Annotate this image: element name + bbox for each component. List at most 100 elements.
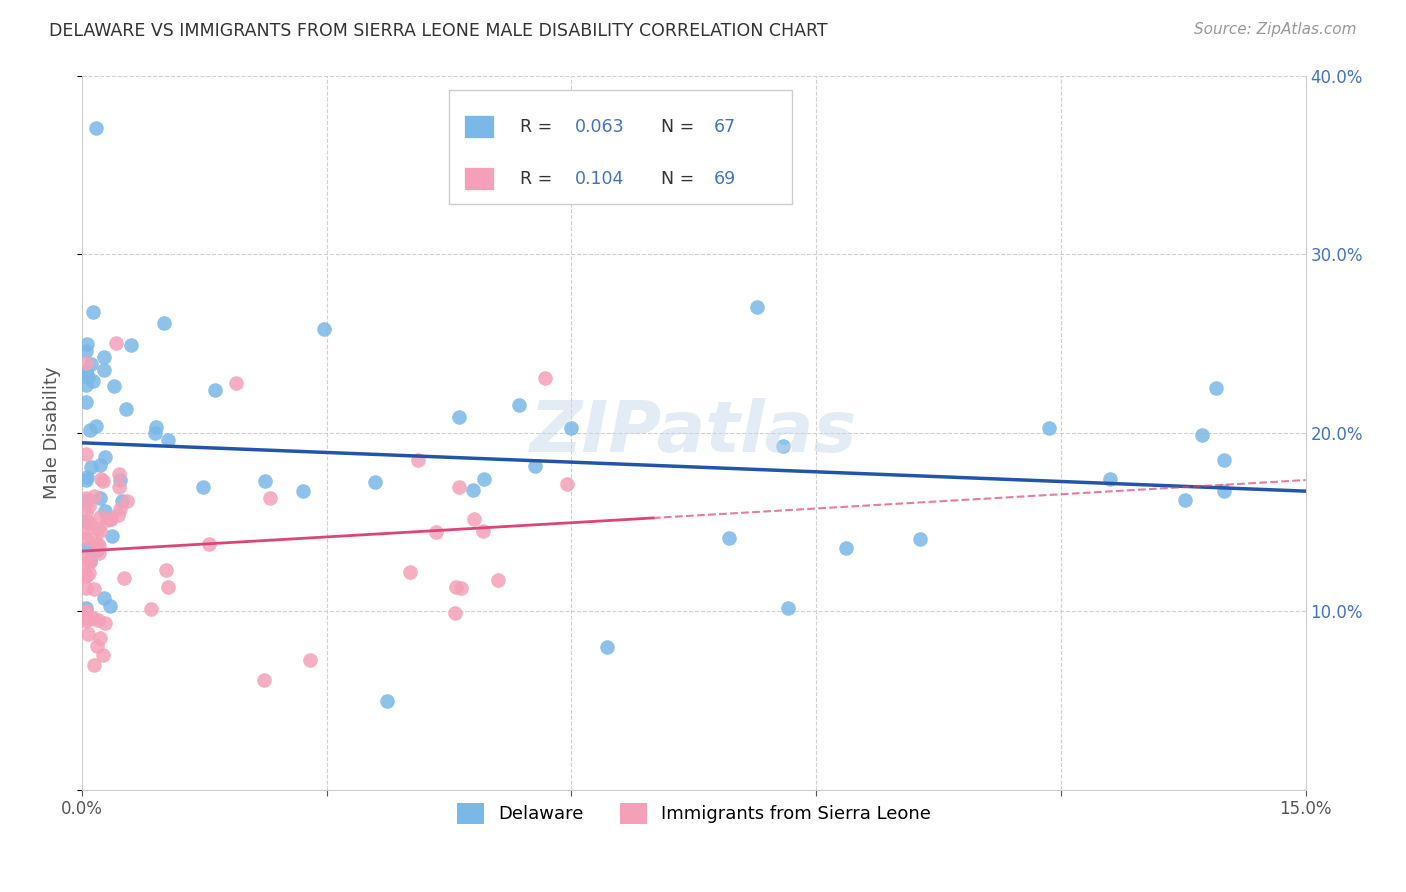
Y-axis label: Male Disability: Male Disability — [44, 367, 60, 499]
Point — [291, 483, 314, 498]
Point — [463, 483, 485, 497]
Point — [75, 614, 97, 628]
Point — [444, 580, 467, 594]
Point — [101, 529, 124, 543]
Point — [76, 492, 98, 507]
Point — [75, 581, 97, 595]
Point — [91, 474, 114, 488]
Point — [204, 384, 226, 398]
Point — [87, 545, 110, 559]
Point — [112, 571, 135, 585]
Point — [472, 472, 495, 486]
Point — [89, 509, 111, 524]
Point — [75, 365, 97, 379]
Point — [96, 512, 118, 526]
Point — [447, 480, 470, 494]
Point — [408, 453, 430, 467]
Point — [524, 458, 547, 473]
Point — [508, 399, 530, 413]
Point — [398, 566, 420, 580]
Point — [75, 549, 97, 564]
Point — [89, 458, 111, 472]
Text: 69: 69 — [713, 170, 735, 188]
Point — [75, 526, 97, 541]
Point — [488, 573, 510, 587]
Point — [115, 494, 138, 508]
Point — [75, 378, 97, 392]
Point — [94, 450, 117, 464]
Text: R =: R = — [520, 170, 558, 188]
Point — [80, 357, 103, 371]
Point — [79, 556, 101, 570]
Point — [555, 477, 578, 491]
Point — [145, 420, 167, 434]
Point — [1213, 453, 1236, 467]
Point — [259, 491, 281, 505]
FancyBboxPatch shape — [449, 90, 792, 204]
Point — [560, 420, 582, 434]
Point — [82, 610, 104, 624]
Text: 67: 67 — [713, 118, 735, 136]
Point — [76, 506, 98, 520]
Point — [1191, 427, 1213, 442]
Point — [87, 539, 110, 553]
Point — [76, 356, 98, 370]
Point — [1098, 473, 1121, 487]
Point — [444, 606, 467, 620]
Point — [141, 602, 163, 616]
Point — [472, 524, 495, 538]
Text: Source: ZipAtlas.com: Source: ZipAtlas.com — [1194, 22, 1357, 37]
Point — [75, 600, 97, 615]
Point — [225, 376, 247, 391]
Point — [75, 604, 97, 618]
Point — [76, 612, 98, 626]
Point — [84, 120, 107, 135]
Point — [77, 516, 100, 530]
Point — [87, 613, 110, 627]
Point — [1038, 421, 1060, 435]
Point — [718, 531, 741, 545]
Point — [89, 632, 111, 646]
Point — [114, 402, 136, 417]
Point — [90, 472, 112, 486]
Point — [363, 475, 385, 489]
Point — [776, 601, 799, 615]
Point — [75, 491, 97, 506]
Point — [76, 370, 98, 384]
Point — [75, 556, 97, 570]
Point — [75, 569, 97, 583]
Point — [86, 542, 108, 557]
Point — [155, 563, 177, 577]
Point — [375, 693, 398, 707]
Point — [83, 489, 105, 503]
Point — [105, 336, 128, 351]
Point — [298, 653, 321, 667]
Point — [1213, 483, 1236, 498]
Text: N =: N = — [661, 118, 699, 136]
Point — [835, 541, 858, 555]
Text: DELAWARE VS IMMIGRANTS FROM SIERRA LEONE MALE DISABILITY CORRELATION CHART: DELAWARE VS IMMIGRANTS FROM SIERRA LEONE… — [49, 22, 828, 40]
Point — [84, 534, 107, 549]
Point — [83, 582, 105, 596]
Point — [75, 568, 97, 582]
Point — [108, 467, 131, 482]
Point — [87, 522, 110, 536]
Point — [1174, 493, 1197, 508]
Point — [253, 474, 276, 488]
Point — [156, 434, 179, 448]
FancyBboxPatch shape — [464, 115, 495, 138]
Point — [75, 531, 97, 545]
Point — [596, 640, 619, 654]
Point — [93, 350, 115, 364]
Point — [108, 473, 131, 487]
Point — [94, 616, 117, 631]
Point — [908, 532, 931, 546]
Point — [79, 554, 101, 568]
Point — [80, 459, 103, 474]
Point — [75, 514, 97, 528]
Point — [86, 639, 108, 653]
Point — [100, 512, 122, 526]
Point — [772, 439, 794, 453]
Point — [77, 627, 100, 641]
Point — [89, 491, 111, 506]
